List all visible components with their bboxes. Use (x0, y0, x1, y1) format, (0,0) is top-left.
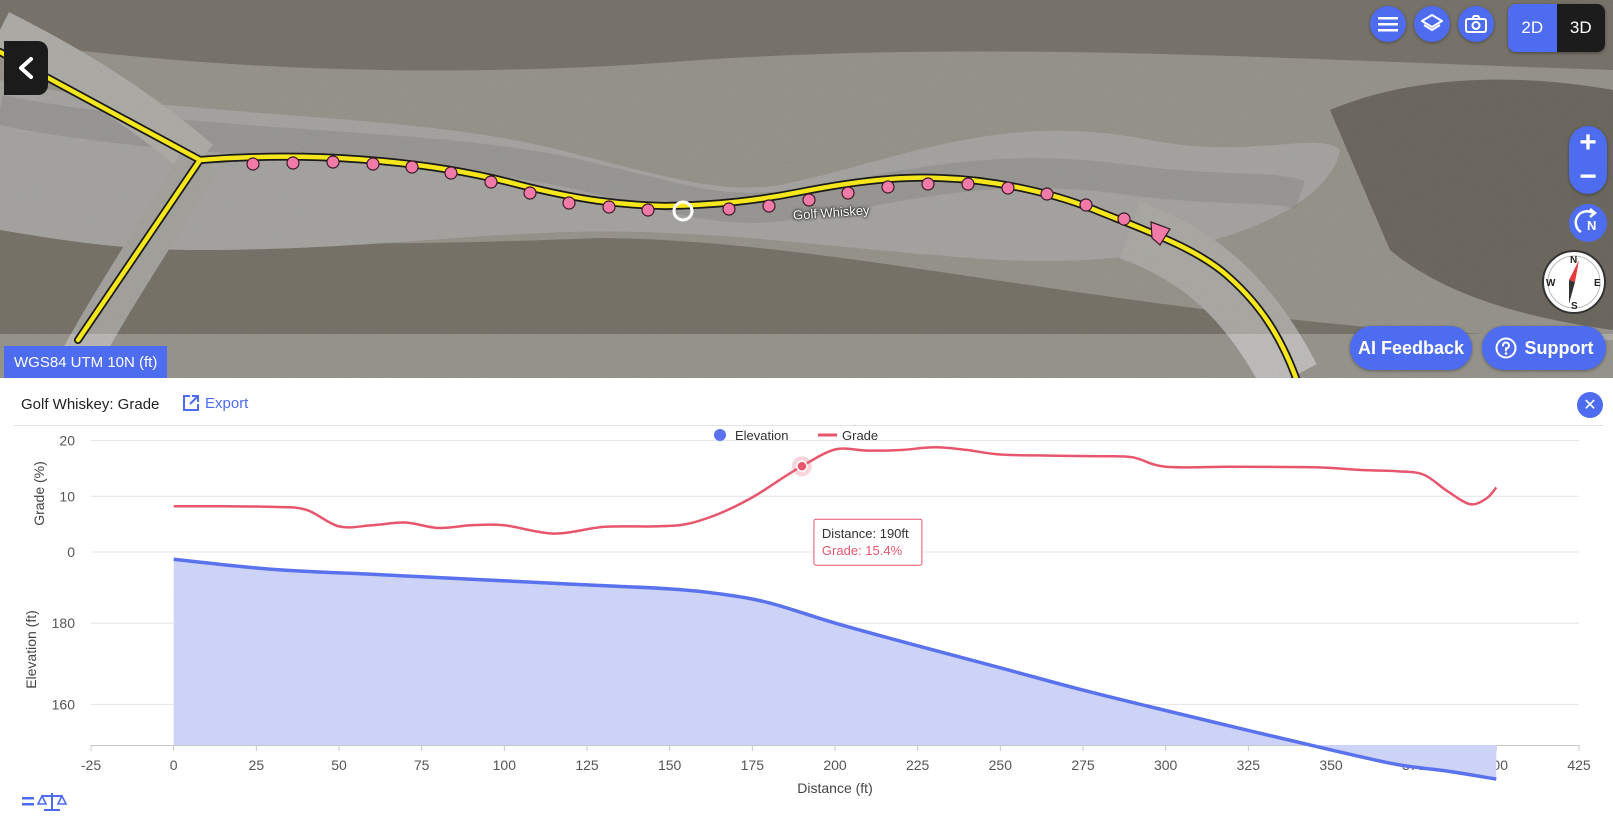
x-tick-label: 300 (1154, 757, 1178, 773)
crs-badge: WGS84 UTM 10N (ft) (4, 346, 168, 378)
export-icon (183, 395, 199, 411)
export-label: Export (205, 394, 249, 412)
panel-title: Golf Whiskey: Grade (21, 396, 160, 413)
x-tick-label: 25 (249, 757, 265, 773)
x-tick-label: 325 (1237, 757, 1261, 773)
x-tick-label: 250 (989, 757, 1013, 773)
mode-3d-button[interactable]: 3D (1556, 4, 1605, 52)
x-tick-label: 225 (906, 757, 930, 773)
grade-line (173, 446, 1498, 535)
x-tick-label: 0 (170, 757, 178, 773)
zoom-out-button[interactable]: − (1579, 160, 1597, 193)
legend-label-grade: Grade (842, 428, 878, 443)
elevation-line (173, 557, 1497, 781)
x-tick-label: 150 (658, 757, 682, 773)
rotate-north-icon: N (1574, 208, 1598, 234)
layers-button[interactable] (1414, 6, 1450, 42)
x-tick-label: 175 (741, 757, 765, 773)
elevation-axis-title: Elevation (ft) (23, 610, 39, 689)
support-label: Support (1524, 337, 1594, 358)
menu-button[interactable] (1370, 6, 1406, 42)
svg-text:W: W (1546, 278, 1556, 289)
support-button[interactable]: Support (1482, 326, 1606, 370)
camera-icon (1465, 15, 1487, 33)
elevation-tick-label: 180 (52, 615, 76, 631)
zoom-control: + − (1569, 126, 1607, 194)
route-end-arrow (1150, 221, 1171, 246)
svg-text:E: E (1594, 278, 1601, 289)
elevation-tick-label: 160 (52, 696, 76, 712)
layers-icon (1421, 14, 1443, 31)
x-tick-label: 200 (823, 757, 847, 773)
tooltip-box (813, 518, 923, 566)
hover-point (796, 460, 808, 472)
ai-feedback-button[interactable]: AI Feedback (1350, 326, 1472, 370)
aerial-imagery (0, 0, 1613, 378)
cursor-marker (672, 200, 694, 222)
reset-north-button[interactable]: N (1569, 204, 1607, 242)
panel-divider (14, 425, 1604, 426)
legend-marker-elevation (714, 429, 726, 441)
x-axis-title: Distance (ft) (797, 780, 872, 796)
back-button[interactable] (4, 41, 48, 95)
menu-icon (1378, 17, 1398, 32)
x-tick-label: 275 (1071, 757, 1095, 773)
grade-panel: Golf Whiskey: Grade Export ✕ 0 10 20 160 180… (0, 378, 1613, 828)
x-tick-label: 350 (1319, 757, 1343, 773)
compass-icon[interactable]: N E S W (1541, 249, 1607, 315)
map-view[interactable]: Golf Whiskey 2D 3D + − N N E S W WGS84 U… (0, 0, 1613, 378)
help-icon (1495, 337, 1516, 359)
svg-text:N: N (1587, 218, 1596, 233)
camera-button[interactable] (1458, 6, 1494, 42)
tooltip-distance: Distance: 190ft (822, 526, 909, 541)
grade-axis-title: Grade (%) (31, 461, 47, 526)
x-tick-label: -25 (81, 757, 101, 773)
mode-2d-button[interactable]: 2D (1508, 4, 1557, 52)
x-tick-label: 425 (1567, 757, 1591, 773)
grade-chart[interactable]: 0 10 20 160 180 -25 0 25 50 75 100 125 150 175 200 225 2… (0, 378, 1613, 828)
close-button[interactable]: ✕ (1577, 392, 1603, 418)
legend-label-elevation: Elevation (735, 428, 788, 443)
tooltip-grade: Grade: 15.4% (822, 543, 903, 558)
elevation-area (173, 559, 1497, 780)
x-tick-label: 75 (414, 757, 430, 773)
grade-tick-label: 20 (59, 433, 75, 449)
x-tick-label: 125 (575, 757, 599, 773)
svg-text:N: N (1570, 255, 1577, 266)
grade-tick-label: 0 (67, 544, 75, 560)
x-tick-label: 100 (493, 757, 517, 773)
scale-icon[interactable] (22, 790, 70, 812)
view-mode-toggle[interactable]: 2D 3D (1508, 4, 1605, 52)
chevron-left-icon (19, 57, 33, 79)
grade-tick-label: 10 (59, 488, 75, 504)
x-tick-label: 50 (331, 757, 347, 773)
zoom-in-button[interactable]: + (1579, 126, 1597, 159)
svg-text:S: S (1571, 301, 1578, 312)
export-button[interactable]: Export (182, 394, 248, 412)
route-vertices[interactable] (246, 155, 1131, 226)
close-icon: ✕ (1583, 397, 1597, 414)
